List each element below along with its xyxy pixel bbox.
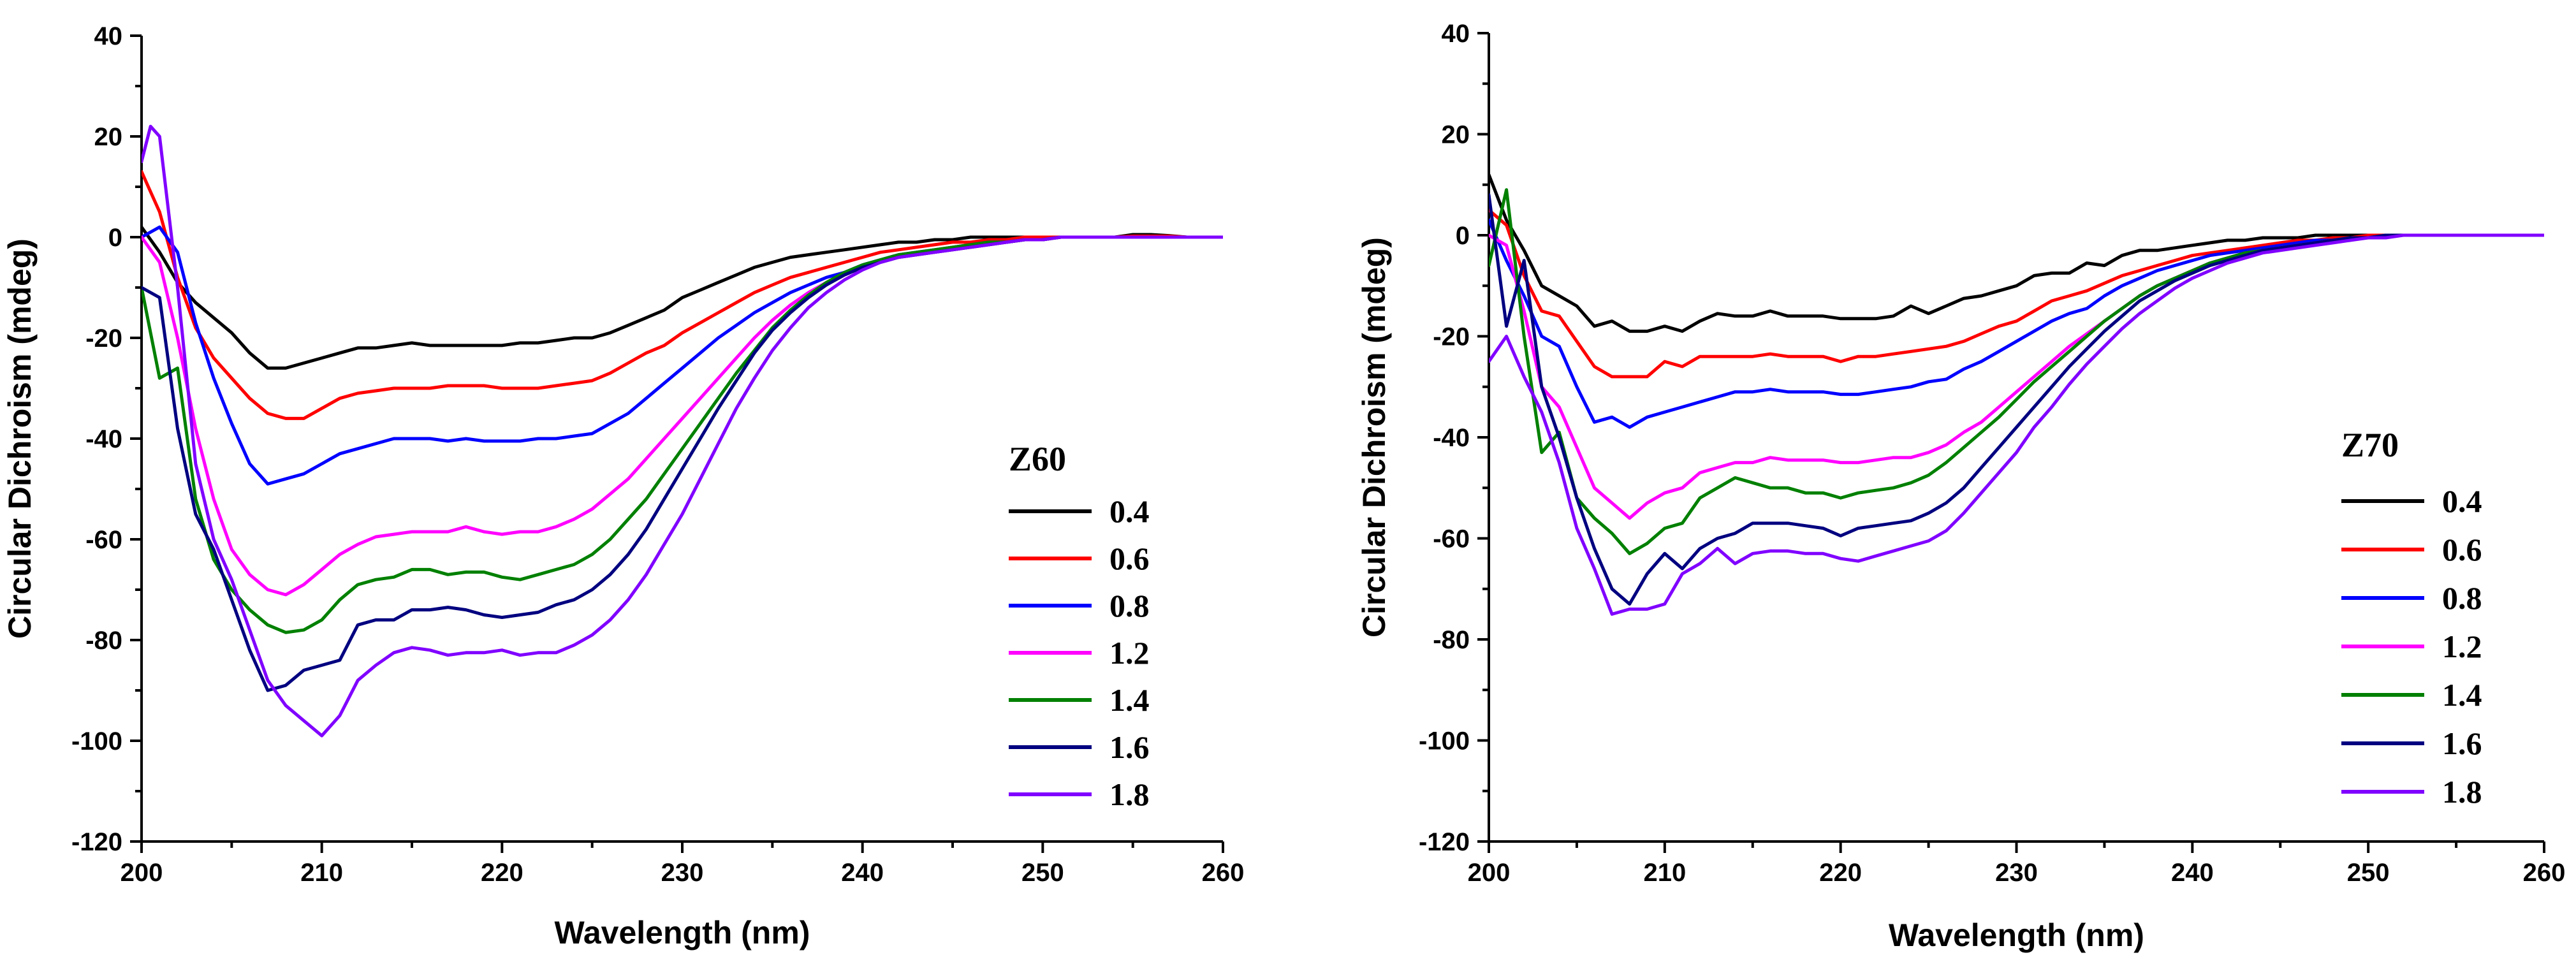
y-tick-label: 40	[1442, 20, 1470, 48]
series-line-1.8	[142, 124, 1223, 738]
x-tick-label: 220	[1819, 859, 1862, 887]
y-axis-title: Circular Dichroism (mdeg)	[1356, 237, 1392, 638]
legend-label: 1.4	[1109, 682, 1150, 718]
series-line-1.8	[1489, 233, 2544, 616]
y-tick-label: -60	[85, 526, 122, 554]
chart-panel-z70: 200 210 220 230 240 250 260-120-100-80-60-40-2…	[1356, 20, 2565, 953]
x-tick-label: 260	[2523, 859, 2566, 887]
legend-label: 1.8	[1109, 776, 1150, 812]
y-tick-label: -120	[71, 828, 122, 856]
x-tick-label: 200	[121, 859, 163, 887]
x-tick-label: 260	[1202, 859, 1245, 887]
legend-label: 0.4	[2442, 483, 2482, 519]
legend-label: 0.8	[2442, 580, 2482, 616]
series-line-0.8	[1489, 218, 2544, 429]
x-tick-label: 240	[841, 859, 884, 887]
y-tick-label: 20	[94, 123, 123, 151]
legend-label: 0.6	[2442, 532, 2482, 567]
x-tick-label: 230	[661, 859, 704, 887]
legend-label: 1.6	[1109, 729, 1150, 765]
x-tick-label: 220	[481, 859, 523, 887]
x-tick-label: 250	[1021, 859, 1064, 887]
series-line-0.6	[142, 170, 1223, 420]
y-tick-label: -100	[1419, 727, 1470, 755]
legend-title: Z60	[1009, 440, 1066, 478]
y-axis-title: Circular Dichroism (mdeg)	[2, 238, 38, 639]
chart-panel-z60: 200 210 220 230 240 250 260-120-100-80-60-40-2…	[2, 22, 1244, 951]
legend-label: 1.2	[1109, 635, 1150, 671]
series-line-0.4	[142, 225, 1223, 370]
x-tick-label: 210	[1643, 859, 1686, 887]
y-tick-label: 20	[1442, 121, 1470, 149]
series-group	[1489, 173, 2544, 616]
y-tick-label: -40	[85, 425, 122, 453]
y-tick-label: -80	[1433, 626, 1470, 654]
legend-label: 1.2	[2442, 629, 2482, 664]
y-tick-label: -20	[85, 324, 122, 353]
legend-title: Z70	[2341, 426, 2399, 464]
series-line-1.2	[142, 235, 1223, 597]
x-axis-title: Wavelength (nm)	[555, 915, 810, 951]
x-axis-title: Wavelength (nm)	[1889, 917, 2144, 953]
y-tick-label: -80	[85, 627, 122, 655]
legend-label: 0.4	[1109, 493, 1150, 529]
x-tick-label: 230	[1995, 859, 2038, 887]
legend-label: 1.6	[2442, 725, 2482, 761]
series-line-0.4	[1489, 173, 2544, 333]
legend-label: 1.4	[2442, 677, 2482, 713]
y-tick-label: 40	[94, 22, 123, 50]
y-tick-label: -40	[1433, 424, 1470, 452]
x-tick-label: 240	[2171, 859, 2214, 887]
x-tick-label: 200	[1468, 859, 1511, 887]
legend-label: 0.8	[1109, 588, 1150, 623]
legend-label: 0.6	[1109, 541, 1150, 576]
series-group	[142, 124, 1223, 738]
x-tick-label: 210	[300, 859, 343, 887]
x-tick-label: 250	[2347, 859, 2390, 887]
series-line-0.6	[1489, 208, 2544, 379]
series-line-1.4	[1489, 188, 2544, 555]
y-tick-label: 0	[108, 224, 122, 252]
y-tick-label: -100	[71, 727, 122, 755]
y-tick-label: -20	[1433, 323, 1470, 351]
legend-label: 1.8	[2442, 774, 2482, 810]
y-tick-label: -60	[1433, 525, 1470, 553]
y-tick-label: -120	[1419, 828, 1470, 856]
y-tick-label: 0	[1456, 222, 1470, 250]
